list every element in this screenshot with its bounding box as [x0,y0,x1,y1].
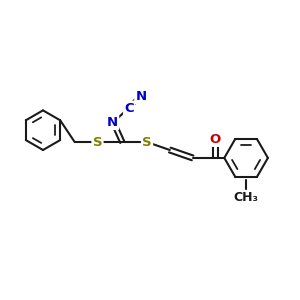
Text: N: N [107,116,118,129]
Text: S: S [142,136,152,148]
Text: C: C [124,102,134,115]
Text: O: O [210,133,221,146]
Text: CH₃: CH₃ [234,191,259,204]
Text: S: S [93,136,102,148]
Text: N: N [136,90,147,103]
